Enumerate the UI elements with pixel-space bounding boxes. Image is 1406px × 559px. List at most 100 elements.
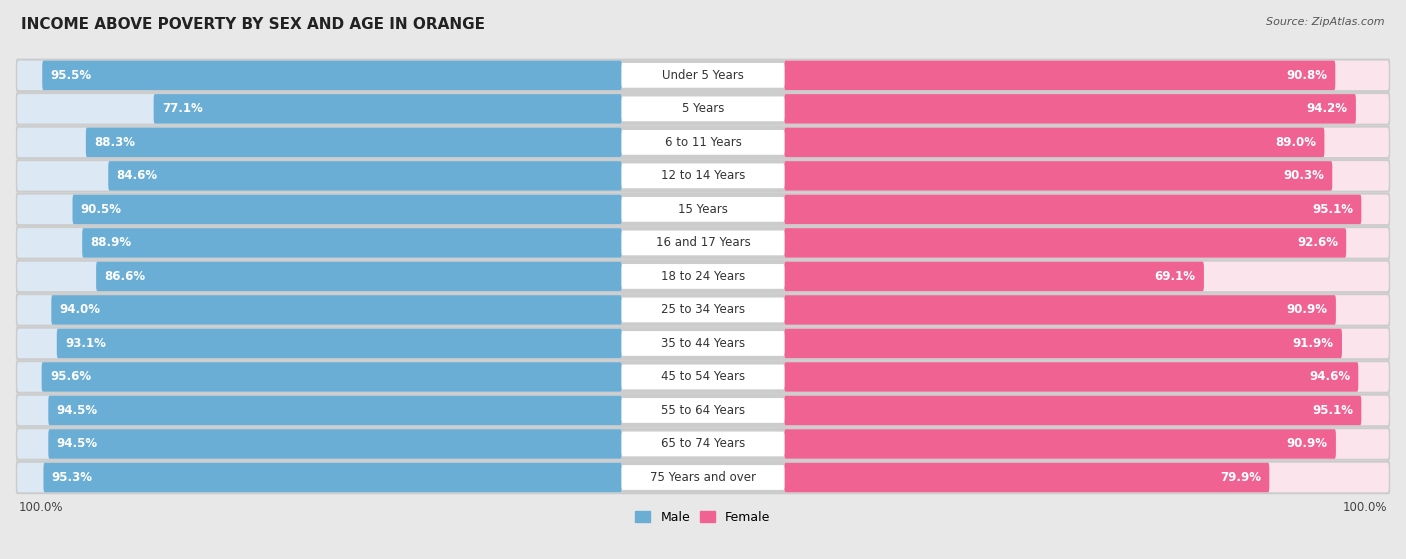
Text: 77.1%: 77.1%	[162, 102, 202, 115]
FancyBboxPatch shape	[621, 197, 785, 222]
FancyBboxPatch shape	[15, 293, 1391, 326]
Text: 90.8%: 90.8%	[1286, 69, 1327, 82]
FancyBboxPatch shape	[42, 362, 621, 392]
FancyBboxPatch shape	[52, 295, 621, 325]
FancyBboxPatch shape	[15, 326, 1391, 360]
FancyBboxPatch shape	[785, 463, 1389, 492]
FancyBboxPatch shape	[785, 161, 1389, 191]
Text: 94.5%: 94.5%	[56, 404, 97, 417]
FancyBboxPatch shape	[785, 161, 1333, 191]
FancyBboxPatch shape	[621, 331, 785, 356]
Text: 95.3%: 95.3%	[52, 471, 93, 484]
FancyBboxPatch shape	[621, 297, 785, 323]
FancyBboxPatch shape	[621, 364, 785, 390]
FancyBboxPatch shape	[17, 329, 621, 358]
Text: 94.6%: 94.6%	[1309, 371, 1350, 383]
FancyBboxPatch shape	[785, 60, 1389, 90]
FancyBboxPatch shape	[621, 465, 785, 490]
Text: 92.6%: 92.6%	[1296, 236, 1339, 249]
FancyBboxPatch shape	[17, 429, 621, 459]
FancyBboxPatch shape	[82, 228, 621, 258]
FancyBboxPatch shape	[621, 432, 785, 456]
FancyBboxPatch shape	[108, 161, 621, 191]
Text: 6 to 11 Years: 6 to 11 Years	[665, 136, 741, 149]
Text: 12 to 14 Years: 12 to 14 Years	[661, 169, 745, 182]
Text: 90.9%: 90.9%	[1286, 304, 1327, 316]
FancyBboxPatch shape	[621, 130, 785, 155]
FancyBboxPatch shape	[785, 396, 1389, 425]
Text: 89.0%: 89.0%	[1275, 136, 1316, 149]
FancyBboxPatch shape	[785, 429, 1389, 459]
FancyBboxPatch shape	[785, 362, 1358, 392]
Text: 65 to 74 Years: 65 to 74 Years	[661, 438, 745, 451]
FancyBboxPatch shape	[86, 127, 621, 157]
FancyBboxPatch shape	[621, 63, 785, 88]
Text: 45 to 54 Years: 45 to 54 Years	[661, 371, 745, 383]
FancyBboxPatch shape	[15, 159, 1391, 193]
FancyBboxPatch shape	[785, 94, 1355, 124]
Text: 95.1%: 95.1%	[1312, 404, 1353, 417]
FancyBboxPatch shape	[621, 230, 785, 255]
FancyBboxPatch shape	[15, 260, 1391, 293]
Text: 90.5%: 90.5%	[80, 203, 122, 216]
Text: 94.5%: 94.5%	[56, 438, 97, 451]
FancyBboxPatch shape	[621, 398, 785, 423]
Text: 55 to 64 Years: 55 to 64 Years	[661, 404, 745, 417]
FancyBboxPatch shape	[17, 60, 621, 90]
FancyBboxPatch shape	[17, 262, 621, 291]
FancyBboxPatch shape	[17, 195, 621, 224]
Text: 86.6%: 86.6%	[104, 270, 145, 283]
Text: 94.0%: 94.0%	[59, 304, 101, 316]
FancyBboxPatch shape	[15, 427, 1391, 461]
Text: 100.0%: 100.0%	[1343, 501, 1388, 514]
Text: 16 and 17 Years: 16 and 17 Years	[655, 236, 751, 249]
Text: INCOME ABOVE POVERTY BY SEX AND AGE IN ORANGE: INCOME ABOVE POVERTY BY SEX AND AGE IN O…	[21, 17, 485, 32]
Text: 75 Years and over: 75 Years and over	[650, 471, 756, 484]
FancyBboxPatch shape	[785, 329, 1389, 358]
FancyBboxPatch shape	[785, 228, 1389, 258]
Text: 79.9%: 79.9%	[1220, 471, 1261, 484]
Text: 69.1%: 69.1%	[1154, 270, 1195, 283]
Text: 91.9%: 91.9%	[1292, 337, 1334, 350]
Text: 88.9%: 88.9%	[90, 236, 132, 249]
FancyBboxPatch shape	[73, 195, 621, 224]
FancyBboxPatch shape	[785, 463, 1270, 492]
FancyBboxPatch shape	[621, 163, 785, 188]
FancyBboxPatch shape	[785, 429, 1336, 459]
FancyBboxPatch shape	[785, 127, 1324, 157]
FancyBboxPatch shape	[621, 97, 785, 121]
Text: 95.5%: 95.5%	[51, 69, 91, 82]
Text: 90.9%: 90.9%	[1286, 438, 1327, 451]
FancyBboxPatch shape	[17, 396, 621, 425]
FancyBboxPatch shape	[42, 60, 621, 90]
FancyBboxPatch shape	[15, 92, 1391, 126]
FancyBboxPatch shape	[17, 127, 621, 157]
FancyBboxPatch shape	[785, 295, 1389, 325]
FancyBboxPatch shape	[15, 59, 1391, 92]
Text: 94.2%: 94.2%	[1306, 102, 1347, 115]
Text: 90.3%: 90.3%	[1284, 169, 1324, 182]
FancyBboxPatch shape	[96, 262, 621, 291]
FancyBboxPatch shape	[15, 226, 1391, 260]
FancyBboxPatch shape	[621, 264, 785, 289]
Text: 88.3%: 88.3%	[94, 136, 135, 149]
Text: 5 Years: 5 Years	[682, 102, 724, 115]
Text: 15 Years: 15 Years	[678, 203, 728, 216]
FancyBboxPatch shape	[15, 360, 1391, 394]
FancyBboxPatch shape	[785, 94, 1389, 124]
Text: Source: ZipAtlas.com: Source: ZipAtlas.com	[1267, 17, 1385, 27]
Text: 18 to 24 Years: 18 to 24 Years	[661, 270, 745, 283]
FancyBboxPatch shape	[48, 396, 621, 425]
FancyBboxPatch shape	[15, 461, 1391, 494]
FancyBboxPatch shape	[153, 94, 621, 124]
FancyBboxPatch shape	[785, 295, 1336, 325]
FancyBboxPatch shape	[785, 195, 1361, 224]
Legend: Male, Female: Male, Female	[630, 506, 776, 529]
FancyBboxPatch shape	[17, 228, 621, 258]
Text: Under 5 Years: Under 5 Years	[662, 69, 744, 82]
Text: 25 to 34 Years: 25 to 34 Years	[661, 304, 745, 316]
FancyBboxPatch shape	[785, 329, 1341, 358]
FancyBboxPatch shape	[785, 127, 1389, 157]
FancyBboxPatch shape	[48, 429, 621, 459]
FancyBboxPatch shape	[56, 329, 621, 358]
